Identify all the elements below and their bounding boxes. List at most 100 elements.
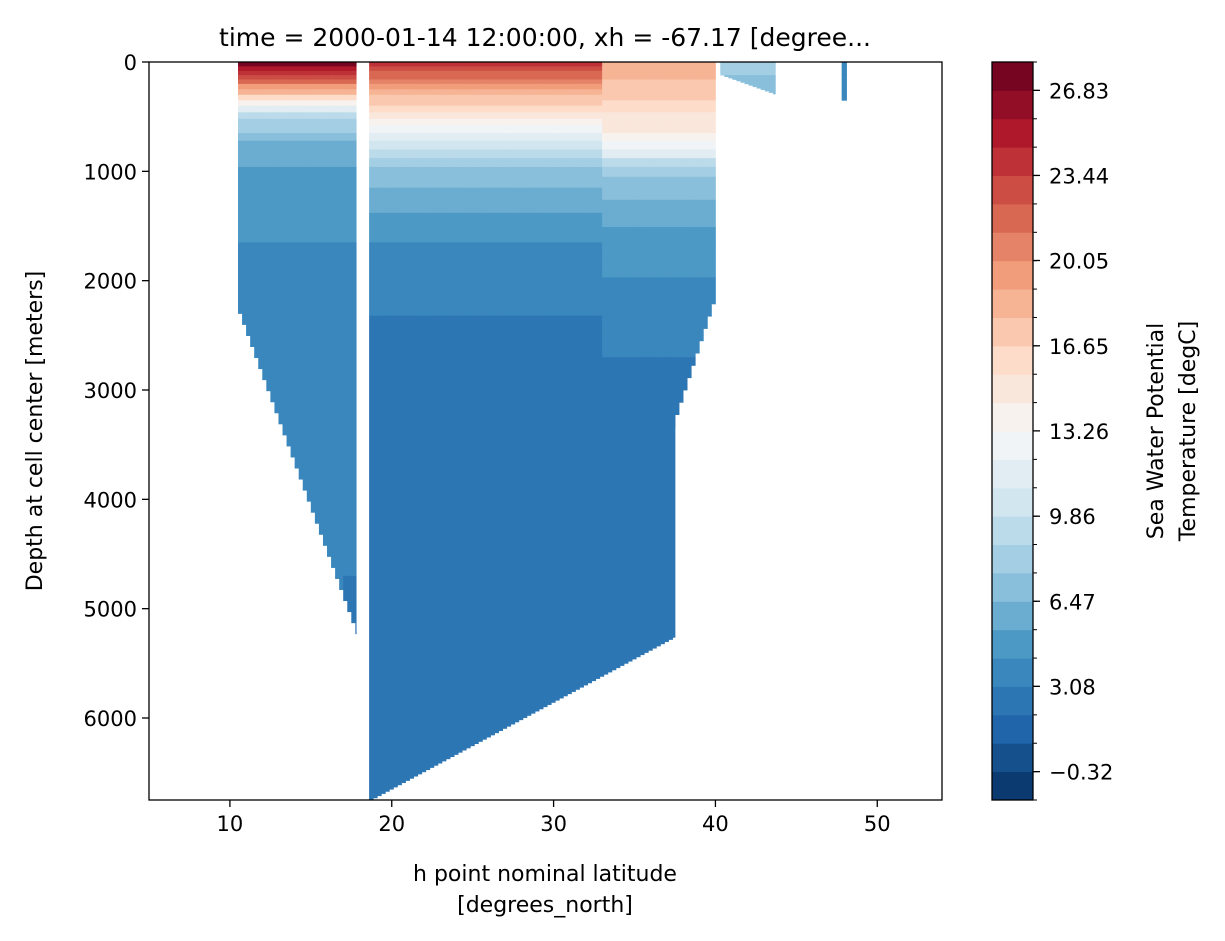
heatmap-cell xyxy=(583,258,588,278)
heatmap-cell xyxy=(502,554,508,577)
heatmap-cell xyxy=(327,357,332,380)
heatmap-cell xyxy=(310,66,316,72)
heatmap-cell xyxy=(429,166,435,178)
heatmap-cell xyxy=(405,94,410,101)
heatmap-cell xyxy=(462,554,467,577)
heatmap-cell xyxy=(258,258,263,278)
heatmap-cell xyxy=(571,227,576,243)
heatmap-cell xyxy=(642,258,648,278)
heatmap-cell xyxy=(369,158,374,168)
heatmap-cell xyxy=(454,422,459,446)
heatmap-cell xyxy=(482,315,487,336)
heatmap-cell xyxy=(409,422,415,446)
heatmap-cell xyxy=(381,575,386,599)
heatmap-cell xyxy=(482,70,487,76)
heatmap-cell xyxy=(642,315,648,336)
heatmap-cell xyxy=(571,554,576,577)
heatmap-cell xyxy=(474,140,479,150)
heatmap-cell xyxy=(401,690,406,719)
heatmap-cell xyxy=(258,125,263,134)
heatmap-cell xyxy=(482,636,487,664)
heatmap-cell xyxy=(551,466,556,489)
heatmap-cell xyxy=(622,133,627,142)
heatmap-cell xyxy=(638,118,644,126)
heatmap-cell xyxy=(518,199,524,214)
heatmap-cell xyxy=(579,227,584,243)
heatmap-cell xyxy=(274,149,279,159)
heatmap-cell xyxy=(417,636,423,664)
heatmap-cell xyxy=(547,62,552,67)
heatmap-cell xyxy=(318,149,324,159)
heatmap-cell xyxy=(369,100,374,107)
heatmap-cell xyxy=(510,75,516,80)
heatmap-cell xyxy=(306,258,312,278)
heatmap-cell xyxy=(246,89,251,96)
heatmap-cell xyxy=(331,100,336,107)
heatmap-cell xyxy=(437,400,443,424)
heatmap-cell xyxy=(322,315,328,336)
heatmap-cell xyxy=(514,140,520,150)
heatmap-cell xyxy=(282,133,287,142)
heatmap-cell xyxy=(587,112,593,120)
heatmap-cell xyxy=(490,690,495,719)
heatmap-cell xyxy=(571,199,576,214)
heatmap-cell xyxy=(266,125,271,134)
heatmap-cell xyxy=(377,242,382,260)
heatmap-cell xyxy=(437,532,443,555)
heatmap-cell xyxy=(286,118,292,126)
heatmap-cell xyxy=(595,444,601,467)
heatmap-cell xyxy=(599,597,605,620)
heatmap-cell xyxy=(579,554,584,577)
heatmap-cell xyxy=(242,242,247,260)
heatmap-cell xyxy=(506,379,512,402)
heatmap-cell xyxy=(534,149,540,159)
heatmap-cell xyxy=(254,227,259,243)
heatmap-cell xyxy=(417,158,423,168)
heatmap-cell xyxy=(595,357,601,380)
heatmap-cell xyxy=(409,745,415,774)
heatmap-cell xyxy=(369,277,374,298)
heatmap-cell xyxy=(466,532,471,555)
heatmap-cell xyxy=(450,75,455,80)
heatmap-cell xyxy=(351,575,356,599)
heatmap-cell xyxy=(294,400,300,424)
heatmap-cell xyxy=(642,83,648,90)
heatmap-cell xyxy=(401,227,406,243)
heatmap-cell xyxy=(397,422,402,446)
heatmap-cell xyxy=(478,75,483,80)
heatmap-cell xyxy=(409,70,415,76)
heatmap-cell xyxy=(286,357,292,380)
heatmap-cell xyxy=(482,118,487,126)
heatmap-cell xyxy=(478,297,483,317)
heatmap-cell xyxy=(377,466,382,489)
heatmap-cell xyxy=(369,619,374,637)
heatmap-cell xyxy=(413,79,419,85)
heatmap-cell xyxy=(314,297,320,317)
heatmap-cell xyxy=(369,105,374,113)
heatmap-cell xyxy=(648,510,653,533)
heatmap-cell xyxy=(563,118,568,126)
heatmap-cell xyxy=(377,212,382,228)
heatmap-cell xyxy=(339,575,344,591)
heatmap-cell xyxy=(648,636,653,651)
heatmap-cell xyxy=(559,242,564,260)
heatmap-cell xyxy=(498,663,504,692)
heatmap-cell xyxy=(644,532,649,555)
heatmap-cell xyxy=(534,89,540,96)
heatmap-cell xyxy=(583,466,588,489)
heatmap-cell xyxy=(441,70,447,76)
heatmap-cell xyxy=(266,133,271,142)
heatmap-cell xyxy=(377,105,382,113)
heatmap-cell xyxy=(490,575,495,599)
heatmap-cell xyxy=(551,357,556,380)
heatmap-cell xyxy=(441,176,447,189)
heatmap-cell xyxy=(294,66,300,72)
heatmap-cell xyxy=(660,554,665,577)
heatmap-cell xyxy=(339,105,344,113)
heatmap-cell xyxy=(254,75,259,80)
heatmap-cell xyxy=(466,745,471,749)
heatmap-cell xyxy=(563,187,568,201)
heatmap-cell xyxy=(610,112,615,120)
heatmap-cell xyxy=(437,212,443,228)
heatmap-cell xyxy=(668,532,673,555)
